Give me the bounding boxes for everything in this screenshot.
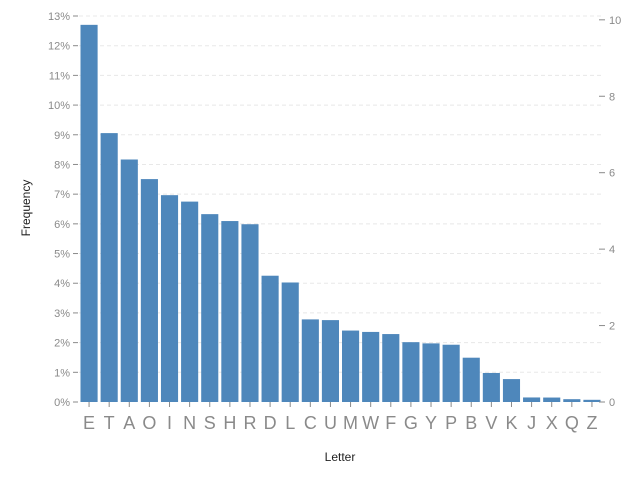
- bar-a: [120, 159, 138, 402]
- bar-w: [362, 331, 380, 402]
- bar-k: [502, 379, 521, 402]
- y-axis-left: 0% 1% 2% 3% 4% 5% 6% 7% 8% 9% 10% 11% 12% 13%: [48, 11, 78, 409]
- x-tick-label: N: [183, 413, 196, 433]
- x-tick-label: G: [404, 413, 418, 433]
- bar-r: [241, 224, 259, 402]
- y-tick-label: 9%: [54, 130, 70, 142]
- x-tick-label: F: [385, 413, 396, 433]
- bar-x: [543, 397, 561, 402]
- y-tick-label: 2%: [54, 338, 70, 350]
- bars: [80, 24, 601, 403]
- y-tick-label: 11%: [49, 70, 70, 82]
- x-tick-label: D: [264, 413, 277, 433]
- bar-p: [442, 344, 460, 402]
- bar-u: [321, 320, 339, 402]
- bar-i: [160, 195, 179, 402]
- y-tick-label: 10%: [48, 100, 70, 112]
- y-tick-label: 3%: [54, 308, 70, 320]
- x-tick-label: C: [304, 413, 317, 433]
- x-tick-label: X: [546, 413, 558, 433]
- x-tick-label: Z: [586, 413, 597, 433]
- x-tick-label: U: [324, 413, 337, 433]
- bar-z: [583, 399, 601, 402]
- x-axis-title: Letter: [325, 450, 356, 464]
- y2-tick-label: 0: [609, 397, 615, 409]
- x-tick-label: K: [505, 413, 517, 433]
- x-tick-label: E: [83, 413, 95, 433]
- y2-tick-label: 4: [609, 244, 615, 256]
- y2-tick-label: 8: [609, 91, 615, 103]
- bar-t: [100, 133, 118, 403]
- y2-tick-label: 2: [609, 321, 615, 333]
- y-tick-label: 1%: [54, 367, 70, 379]
- bar-g: [402, 342, 420, 402]
- y-tick-label: 8%: [54, 159, 70, 171]
- x-tick-label: B: [465, 413, 477, 433]
- bar-s: [201, 214, 219, 402]
- y-tick-label: 6%: [54, 219, 70, 231]
- x-tick-label: I: [167, 413, 172, 433]
- bar-d: [261, 275, 279, 402]
- y-tick-label: 4%: [54, 278, 70, 290]
- bar-h: [221, 221, 239, 402]
- x-tick-label: H: [223, 413, 236, 433]
- x-tick-label: A: [123, 413, 135, 433]
- bar-m: [342, 330, 360, 402]
- y-tick-label: 5%: [54, 249, 70, 261]
- bar-l: [281, 282, 299, 402]
- x-tick-label: T: [104, 413, 115, 433]
- x-tick-label: M: [343, 413, 358, 433]
- bar-c: [301, 319, 319, 402]
- bar-j: [523, 397, 541, 402]
- y-tick-label: 13%: [48, 11, 70, 23]
- y2-tick-label: 10: [609, 15, 621, 27]
- x-tick-label: J: [527, 413, 536, 433]
- bar-b: [462, 357, 480, 402]
- x-tick-label: W: [362, 413, 379, 433]
- bar-f: [382, 334, 400, 402]
- bar-e: [80, 24, 98, 403]
- bar-q: [563, 399, 581, 402]
- y-tick-label: 0%: [54, 397, 70, 409]
- bar-y: [422, 343, 440, 402]
- x-tick-label: L: [285, 413, 295, 433]
- x-tick-label: Y: [425, 413, 437, 433]
- x-tick-label: O: [142, 413, 156, 433]
- x-tick-label: S: [204, 413, 216, 433]
- bar-n: [181, 201, 199, 402]
- y-tick-label: 12%: [48, 41, 70, 53]
- y-tick-label: 7%: [54, 189, 70, 201]
- bar-v: [482, 372, 500, 402]
- x-tick-label: V: [485, 413, 497, 433]
- bar-o: [140, 179, 158, 402]
- y2-tick-label: 6: [609, 168, 615, 180]
- y-axis-right: 0 2 4 6 8 10: [599, 15, 621, 409]
- x-tick-label: Q: [565, 413, 579, 433]
- x-tick-label: R: [243, 413, 256, 433]
- x-tick-label: P: [445, 413, 457, 433]
- y-axis-title: Frequency: [19, 180, 33, 237]
